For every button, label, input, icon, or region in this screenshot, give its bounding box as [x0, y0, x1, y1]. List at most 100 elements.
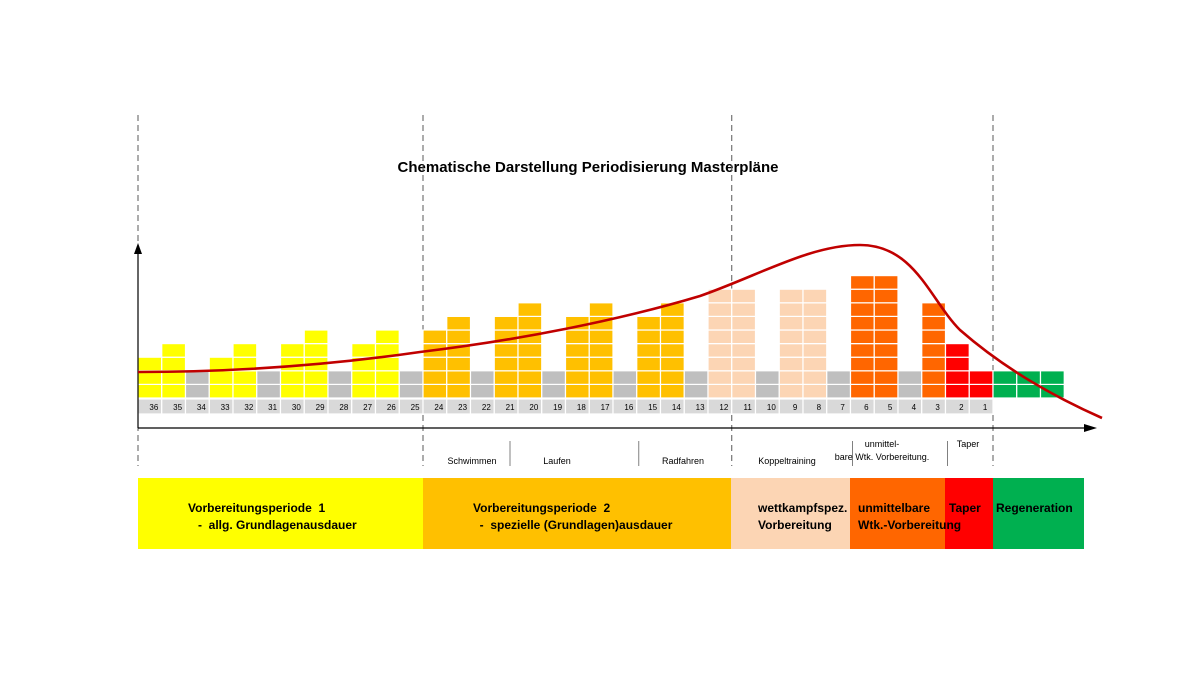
week-label: 25 [411, 403, 420, 412]
bar-block-week-7 [826, 383, 852, 399]
bar-block-week-8 [802, 356, 828, 372]
bar-block-week-29 [303, 370, 329, 385]
weekly-load-bars [137, 275, 994, 399]
bar-block-week-12 [707, 370, 733, 385]
bar-block-week-14 [659, 315, 685, 331]
bar-block-week-6 [849, 275, 875, 290]
bar-block-week-6 [849, 370, 875, 385]
bar-block-week-8 [802, 370, 828, 385]
bar-block-week-9 [778, 288, 804, 304]
bar-block-week-2 [944, 383, 970, 399]
bar-block-week-17 [588, 329, 614, 345]
bar-block-week-32 [232, 343, 258, 358]
bar-block-week-28 [327, 383, 353, 399]
bar-block-week-5 [873, 302, 899, 317]
bar-block-week-30 [279, 343, 305, 358]
phase-block [850, 478, 945, 549]
bar-block-week-35 [161, 343, 187, 358]
training-focus-labels: Schwimmen Laufen Radfahren Koppeltraining un… [447, 439, 979, 466]
bar-block-week-29 [303, 383, 329, 399]
bar-block-week-26 [374, 329, 400, 345]
bar-block-week-4 [897, 370, 923, 385]
bar-block-week-5 [873, 370, 899, 385]
week-label: 21 [506, 403, 515, 412]
bar-block-week-28 [327, 370, 353, 385]
week-label: 33 [221, 403, 230, 412]
bar-block-week-11 [731, 315, 757, 331]
bar-block-week-21 [493, 383, 519, 399]
bar-block-week-8 [802, 315, 828, 331]
bar-block-week-17 [588, 356, 614, 372]
bar-block-week-30 [279, 370, 305, 385]
week-cell [802, 398, 828, 415]
bar-block-week-9 [778, 315, 804, 331]
bar-block-week-6 [849, 356, 875, 372]
bar-block-week-34 [184, 383, 210, 399]
bar-block-week-34 [184, 370, 210, 385]
week-label: 16 [624, 403, 633, 412]
bar-block-week-8 [802, 383, 828, 399]
phase-block [731, 478, 850, 549]
bar-block-week-9 [778, 343, 804, 358]
bar-block-week-22 [469, 383, 495, 399]
bar-block-week-25 [398, 383, 424, 399]
bar-block-week-9 [778, 383, 804, 399]
bar-block-week-26 [374, 370, 400, 385]
bar-block-week-20 [517, 343, 543, 358]
bar-block-week-5 [873, 275, 899, 290]
regeneration-block [992, 370, 1018, 385]
phase-block [993, 478, 1084, 549]
bar-block-week-11 [731, 302, 757, 317]
bar-block-week-23 [446, 370, 472, 385]
regeneration-block [992, 383, 1018, 399]
bar-block-week-15 [636, 343, 662, 358]
bar-block-week-27 [351, 343, 377, 358]
week-cell [944, 398, 970, 415]
bar-block-week-12 [707, 356, 733, 372]
bar-block-week-3 [921, 370, 947, 385]
bar-block-week-32 [232, 383, 258, 399]
bar-block-week-24 [422, 356, 448, 372]
bar-block-week-24 [422, 329, 448, 345]
bar-block-week-20 [517, 302, 543, 317]
bar-block-week-23 [446, 383, 472, 399]
regeneration-block [1016, 370, 1042, 385]
bar-block-week-6 [849, 343, 875, 358]
bar-block-week-27 [351, 383, 377, 399]
bar-block-week-3 [921, 356, 947, 372]
week-label: 12 [719, 403, 728, 412]
bar-block-week-21 [493, 315, 519, 331]
bar-block-week-12 [707, 315, 733, 331]
bar-block-week-3 [921, 343, 947, 358]
week-label: 29 [316, 403, 325, 412]
bar-block-week-15 [636, 356, 662, 372]
week-label: 6 [864, 403, 869, 412]
bar-block-week-15 [636, 383, 662, 399]
focus-label: Taper [957, 439, 980, 449]
bar-block-week-1 [968, 383, 994, 399]
bar-block-week-23 [446, 329, 472, 345]
bar-block-week-35 [161, 356, 187, 372]
bar-block-week-1 [968, 370, 994, 385]
week-cell [826, 398, 852, 415]
bar-block-week-18 [564, 356, 590, 372]
y-axis-arrow [134, 243, 142, 254]
week-label: 9 [793, 403, 798, 412]
phase-block [945, 478, 993, 549]
week-label: 36 [149, 403, 158, 412]
bar-block-week-20 [517, 383, 543, 399]
bar-block-week-11 [731, 343, 757, 358]
week-label: 2 [959, 403, 964, 412]
week-cell [778, 398, 804, 415]
bar-block-week-10 [754, 370, 780, 385]
week-label: 15 [648, 403, 657, 412]
bar-block-week-11 [731, 383, 757, 399]
week-label: 28 [339, 403, 348, 412]
bar-block-week-6 [849, 288, 875, 304]
week-number-row: 36 35 34 33 32 31 30 29 28 27 26 25 24 23 22 21 20 19 18 17… [137, 398, 994, 415]
bar-block-week-22 [469, 370, 495, 385]
bar-block-week-35 [161, 383, 187, 399]
bar-block-week-6 [849, 383, 875, 399]
bar-block-week-23 [446, 356, 472, 372]
